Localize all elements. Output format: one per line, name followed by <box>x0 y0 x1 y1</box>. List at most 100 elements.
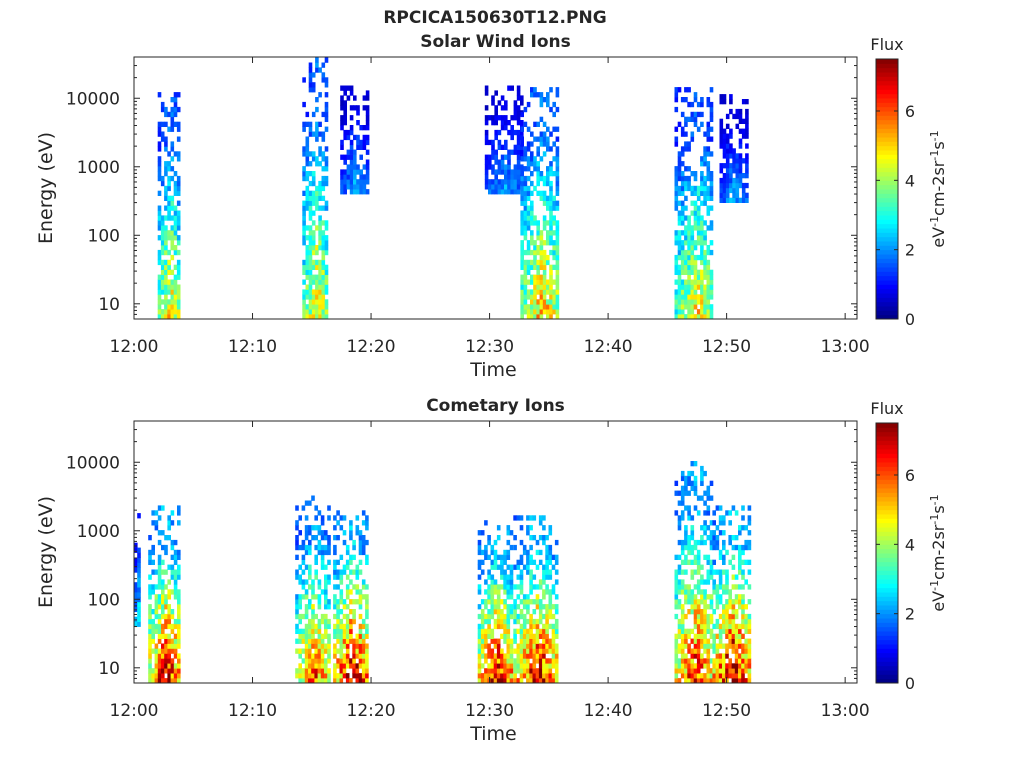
spectrogram-cell <box>311 579 315 585</box>
spectrogram-cell <box>157 628 162 634</box>
spectrogram-cell <box>690 658 695 664</box>
spectrogram-cell <box>491 120 495 126</box>
spectrogram-cell <box>535 618 540 625</box>
spectrogram-cell <box>542 220 547 226</box>
spectrogram-cell <box>173 539 178 546</box>
spectrogram-cell <box>160 121 165 127</box>
spectrogram-cell <box>523 284 528 290</box>
spectrogram-cell <box>484 549 488 556</box>
spectrogram-cell <box>684 314 688 320</box>
spectrogram-cell <box>177 678 181 684</box>
spectrogram-cell <box>546 299 550 305</box>
spectrogram-cell <box>355 663 360 669</box>
spectrogram-cell <box>311 663 315 669</box>
spectrogram-cell <box>137 552 141 558</box>
spectrogram-cell <box>690 638 695 644</box>
spectrogram-cell <box>503 618 507 625</box>
spectrogram-cell <box>148 584 152 590</box>
spectrogram-cell <box>157 215 162 221</box>
spectrogram-cell <box>308 304 313 310</box>
spectrogram-cell <box>526 259 531 266</box>
spectrogram-cell <box>352 539 356 546</box>
colorbar-segment <box>876 453 898 459</box>
spectrogram-cell <box>677 643 682 649</box>
spectrogram-cell <box>744 628 748 634</box>
spectrogram-cell <box>542 309 547 315</box>
spectrogram-cell <box>734 643 739 649</box>
colorbar-segment <box>876 444 898 450</box>
spectrogram-cell <box>308 151 313 157</box>
spectrogram-cell <box>164 299 168 305</box>
spectrogram-cell <box>321 151 326 157</box>
spectrogram-cell <box>491 189 495 195</box>
spectrogram-cell <box>680 569 685 575</box>
spectrogram-cell <box>696 185 701 192</box>
spectrogram-cell <box>520 274 524 280</box>
spectrogram-cell <box>304 643 309 649</box>
spectrogram-cell <box>715 594 720 600</box>
spectrogram-cell <box>356 164 360 170</box>
spectrogram-cell <box>703 259 707 266</box>
spectrogram-cell <box>173 594 178 600</box>
spectrogram-cell <box>687 180 691 187</box>
spectrogram-cell <box>530 314 534 320</box>
spectrogram-cell <box>491 115 495 121</box>
spectrogram-cell <box>706 146 711 152</box>
spectrogram-cell <box>304 604 309 610</box>
spectrogram-cell <box>321 230 326 236</box>
spectrogram-cell <box>693 269 698 275</box>
spectrogram-cell <box>345 673 350 679</box>
spectrogram-cell <box>315 126 319 132</box>
spectrogram-cell <box>519 658 524 664</box>
burst-2 <box>148 505 181 684</box>
spectrogram-cell <box>305 254 310 261</box>
spectrogram-cell <box>509 643 514 649</box>
spectrogram-cell <box>490 549 495 556</box>
spectrogram-cell <box>315 279 319 285</box>
spectrogram-cell <box>493 584 498 590</box>
spectrogram-cell <box>549 264 553 270</box>
spectrogram-cell <box>497 144 502 150</box>
spectrogram-cell <box>677 599 682 605</box>
spectrogram-cell <box>549 210 553 216</box>
spectrogram-cell <box>738 143 743 149</box>
spectrogram-cell <box>477 589 482 595</box>
spectrogram-cell <box>488 164 492 170</box>
spectrogram-cell <box>167 200 171 206</box>
spectrogram-cell <box>480 613 485 620</box>
spectrogram-cell <box>684 166 688 172</box>
spectrogram-cell <box>703 195 707 201</box>
spectrogram-cell <box>715 658 720 664</box>
spectrogram-cell <box>690 171 695 177</box>
spectrogram-cell <box>314 638 318 644</box>
spectrogram-cell <box>722 589 726 595</box>
spectrogram-cell <box>700 225 704 231</box>
spectrogram-cell <box>535 673 540 679</box>
spectrogram-cell <box>176 240 181 246</box>
spectrogram-cell <box>731 535 736 541</box>
spectrogram-cell <box>154 594 159 600</box>
spectrogram-cell <box>718 673 723 679</box>
spectrogram-cell <box>725 663 729 669</box>
spectrogram-cell <box>674 663 679 669</box>
spectrogram-cell <box>333 559 337 565</box>
spectrogram-cell <box>490 594 495 600</box>
spectrogram-cell <box>687 475 691 482</box>
spectrogram-cell <box>709 643 714 649</box>
spectrogram-cell <box>715 648 720 654</box>
spectrogram-cell <box>687 215 691 221</box>
spectrogram-cell <box>530 171 534 177</box>
burst-1 <box>134 513 141 627</box>
spectrogram-cell <box>744 648 748 654</box>
spectrogram-cell <box>346 164 351 170</box>
spectrogram-cell <box>734 678 739 684</box>
spectrogram-cell <box>542 215 547 221</box>
spectrogram-cell <box>157 663 162 669</box>
spectrogram-cell <box>533 185 537 192</box>
spectrogram-cell <box>674 658 679 664</box>
spectrogram-cell <box>709 658 714 664</box>
spectrogram-cell <box>324 279 329 285</box>
spectrogram-cell <box>700 589 704 595</box>
spectrogram-cell <box>490 599 495 605</box>
spectrogram-cell <box>555 294 560 300</box>
